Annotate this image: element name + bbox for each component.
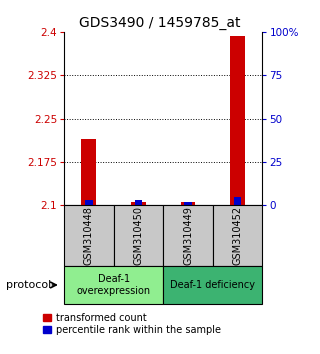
Bar <box>64 205 114 266</box>
Bar <box>131 202 146 205</box>
Text: GDS3490 / 1459785_at: GDS3490 / 1459785_at <box>79 16 241 30</box>
Bar <box>234 196 241 205</box>
Bar <box>163 205 213 266</box>
Bar <box>114 205 163 266</box>
Bar <box>163 266 262 304</box>
Text: GSM310450: GSM310450 <box>133 206 143 265</box>
Text: Deaf-1
overexpression: Deaf-1 overexpression <box>76 274 151 296</box>
Bar <box>81 139 96 205</box>
Text: GSM310449: GSM310449 <box>183 206 193 265</box>
Bar <box>135 200 142 205</box>
Text: GSM310448: GSM310448 <box>84 206 94 265</box>
Bar <box>180 202 196 205</box>
Text: protocol: protocol <box>6 280 52 290</box>
Bar <box>213 205 262 266</box>
Bar <box>85 200 92 205</box>
Text: GSM310452: GSM310452 <box>233 206 243 265</box>
Bar <box>184 202 192 205</box>
Bar <box>64 266 163 304</box>
Text: Deaf-1 deficiency: Deaf-1 deficiency <box>170 280 255 290</box>
Bar <box>230 36 245 205</box>
Legend: transformed count, percentile rank within the sample: transformed count, percentile rank withi… <box>43 313 221 335</box>
